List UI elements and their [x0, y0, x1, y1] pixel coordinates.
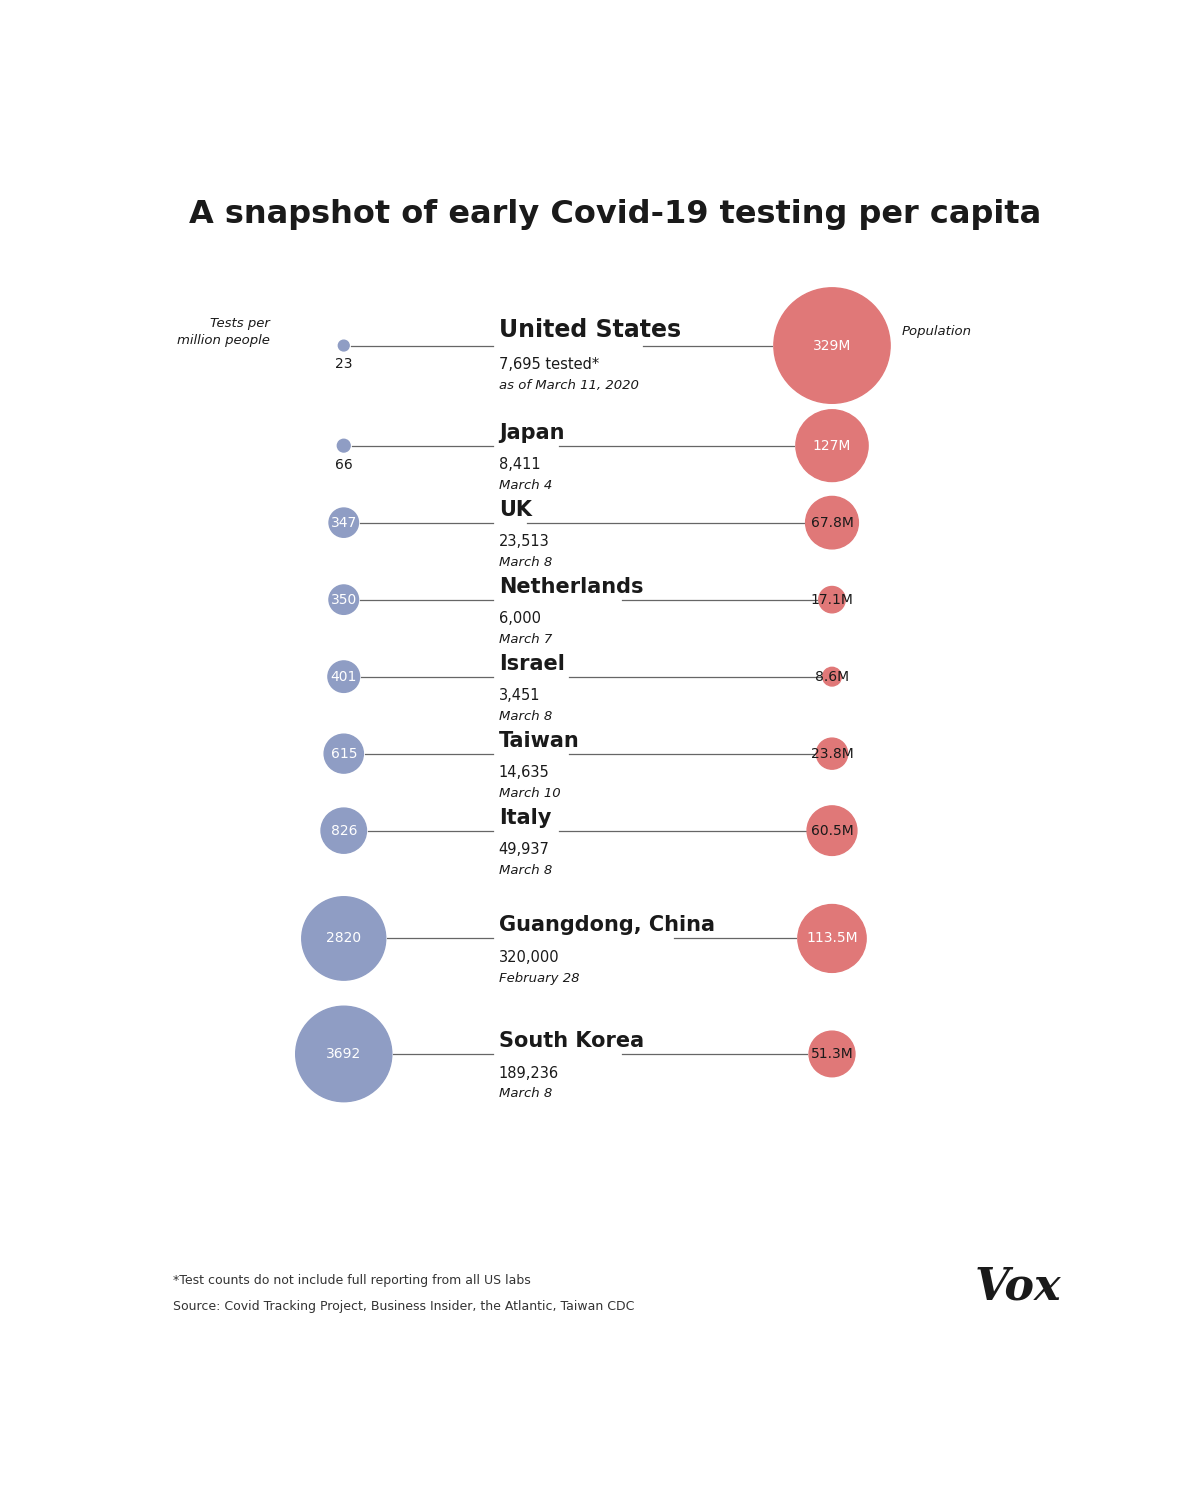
Circle shape — [798, 904, 866, 972]
Circle shape — [809, 1030, 854, 1077]
Text: March 8: March 8 — [499, 556, 552, 568]
Circle shape — [329, 585, 359, 615]
Text: 23.8M: 23.8M — [811, 747, 853, 760]
Text: South Korea: South Korea — [499, 1030, 644, 1051]
Text: 14,635: 14,635 — [499, 765, 550, 780]
Text: 17.1M: 17.1M — [810, 592, 853, 606]
Text: 347: 347 — [331, 516, 356, 530]
Text: A snapshot of early Covid-19 testing per capita: A snapshot of early Covid-19 testing per… — [188, 200, 1042, 230]
Text: March 7: March 7 — [499, 633, 552, 646]
Text: 66: 66 — [335, 458, 353, 472]
Text: 23: 23 — [335, 357, 353, 370]
Text: 189,236: 189,236 — [499, 1065, 559, 1080]
Text: March 8: March 8 — [499, 1088, 552, 1100]
Text: 8.6M: 8.6M — [815, 669, 850, 684]
Text: 329M: 329M — [812, 339, 851, 352]
Circle shape — [338, 340, 349, 351]
Text: 320,000: 320,000 — [499, 950, 559, 964]
Text: *Test counts do not include full reporting from all US labs: *Test counts do not include full reporti… — [173, 1275, 530, 1287]
Text: Source: Covid Tracking Project, Business Insider, the Atlantic, Taiwan CDC: Source: Covid Tracking Project, Business… — [173, 1300, 635, 1314]
Circle shape — [816, 738, 847, 770]
Text: 2820: 2820 — [326, 932, 361, 945]
Circle shape — [774, 288, 890, 404]
Text: March 10: March 10 — [499, 788, 560, 800]
Text: March 8: March 8 — [499, 864, 552, 877]
Text: 615: 615 — [330, 747, 358, 760]
Text: 113.5M: 113.5M — [806, 932, 858, 945]
Text: Population: Population — [901, 326, 972, 338]
Text: as of March 11, 2020: as of March 11, 2020 — [499, 378, 638, 392]
Text: 23,513: 23,513 — [499, 534, 550, 549]
Text: 350: 350 — [331, 592, 356, 606]
Text: February 28: February 28 — [499, 972, 580, 984]
Circle shape — [796, 410, 868, 482]
Text: 6,000: 6,000 — [499, 610, 541, 626]
Text: Japan: Japan — [499, 423, 564, 442]
Text: 60.5M: 60.5M — [811, 824, 853, 837]
Circle shape — [823, 668, 841, 686]
Text: March 4: March 4 — [499, 478, 552, 492]
Circle shape — [329, 509, 359, 537]
Circle shape — [295, 1007, 391, 1101]
Text: Vox: Vox — [974, 1264, 1061, 1308]
Text: 67.8M: 67.8M — [810, 516, 853, 530]
Text: 401: 401 — [330, 669, 356, 684]
Text: 3,451: 3,451 — [499, 688, 540, 703]
Text: United States: United States — [499, 318, 680, 342]
Text: 826: 826 — [330, 824, 358, 837]
Text: 51.3M: 51.3M — [811, 1047, 853, 1060]
Text: 49,937: 49,937 — [499, 842, 550, 856]
Circle shape — [301, 897, 385, 980]
Circle shape — [322, 808, 366, 853]
Circle shape — [805, 496, 858, 549]
Text: March 8: March 8 — [499, 710, 552, 723]
Text: 127M: 127M — [812, 438, 851, 453]
Text: Italy: Italy — [499, 807, 551, 828]
Text: 7,695 tested*: 7,695 tested* — [499, 357, 599, 372]
Circle shape — [337, 440, 350, 452]
Text: Tests per
million people: Tests per million people — [178, 316, 270, 346]
Text: Taiwan: Taiwan — [499, 730, 580, 750]
Text: UK: UK — [499, 500, 532, 519]
Text: 3692: 3692 — [326, 1047, 361, 1060]
Circle shape — [818, 586, 845, 613]
Circle shape — [328, 662, 360, 693]
Text: Guangdong, China: Guangdong, China — [499, 915, 715, 936]
Text: Netherlands: Netherlands — [499, 576, 643, 597]
Text: Israel: Israel — [499, 654, 565, 674]
Circle shape — [324, 734, 364, 772]
Circle shape — [808, 806, 857, 855]
Text: 8,411: 8,411 — [499, 458, 540, 472]
